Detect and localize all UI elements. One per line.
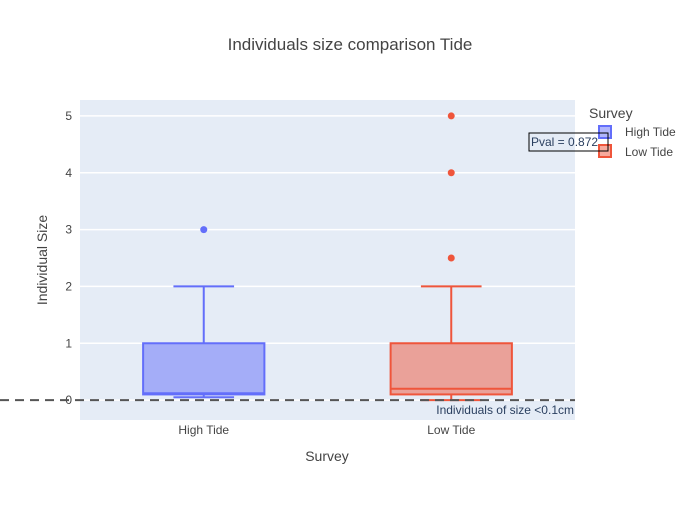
legend-title: Survey: [589, 105, 633, 121]
pval-annotation: Pval = 0.872: [528, 132, 609, 152]
outlier-point: [200, 226, 208, 234]
outlier-point: [447, 254, 455, 262]
box-low-tide: [389, 112, 513, 402]
y-axis-label: Individual Size: [34, 215, 50, 305]
legend-swatch-high-tide[interactable]: [598, 125, 612, 139]
box-high-tide: [142, 226, 266, 399]
pval-box: [528, 132, 609, 152]
outlier-point: [447, 169, 455, 177]
outlier-point: [447, 112, 455, 120]
box-iqr: [142, 342, 266, 396]
x-tick-label: Low Tide: [427, 423, 475, 437]
x-tick-labels: High Tide Low Tide: [178, 423, 475, 437]
legend-entry-high-tide[interactable]: High Tide: [625, 125, 676, 139]
y-tick-label: 5: [65, 109, 72, 123]
box-series: [142, 112, 513, 402]
x-axis-label: Survey: [305, 448, 349, 464]
y-tick-label: 3: [65, 223, 72, 237]
x-tick-label: High Tide: [178, 423, 229, 437]
box-iqr: [389, 342, 513, 396]
y-tick-label: 4: [65, 166, 72, 180]
pval-label: Pval = 0.872: [531, 135, 598, 149]
reference-line-label: Individuals of size <0.1cm: [436, 403, 574, 417]
legend-entry-low-tide[interactable]: Low Tide: [625, 145, 673, 159]
chart-title: Individuals size comparison Tide: [228, 35, 473, 54]
y-tick-label: 2: [65, 279, 72, 293]
y-gridlines: [80, 115, 575, 401]
y-tick-label: 1: [65, 336, 72, 350]
